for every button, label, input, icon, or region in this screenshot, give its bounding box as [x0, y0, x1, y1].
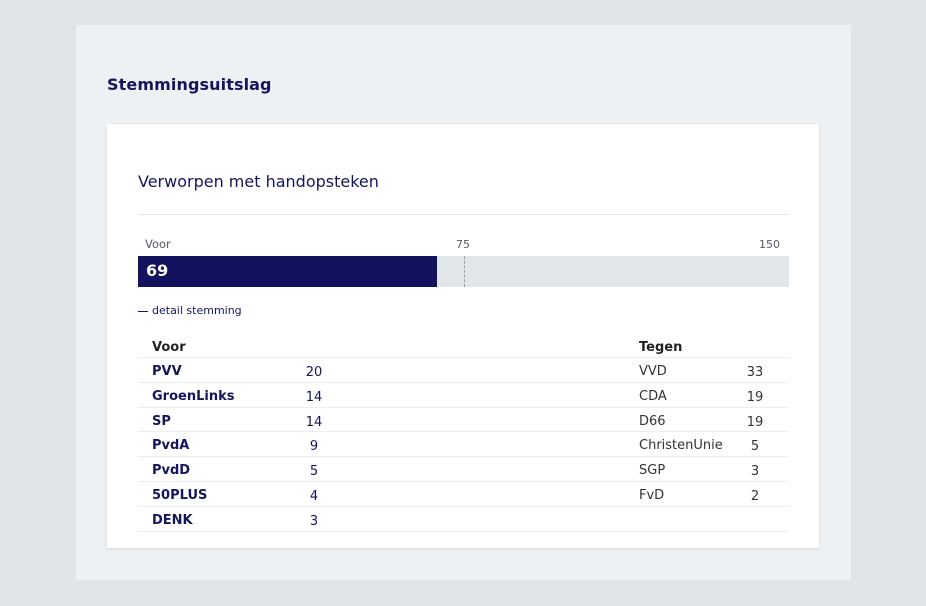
voor-party-seats: 5 [309, 464, 319, 480]
divider [138, 214, 789, 215]
row-divider [138, 357, 789, 358]
detail-stemming-label: detail stemming [152, 304, 242, 317]
row-divider [138, 431, 789, 433]
tegen-party-name: SGP [639, 463, 666, 479]
voor-party-seats: 4 [309, 489, 319, 504]
row-divider [138, 481, 789, 482]
voor-heading: Voor [152, 340, 186, 355]
vote-bar-value: 69 [146, 261, 169, 280]
tegen-party-name: VVD [639, 364, 667, 379]
tegen-party-name: FvD [639, 488, 665, 503]
row-divider [138, 505, 789, 507]
voor-party-seats: 20 [305, 365, 323, 380]
bar-label-voor: Voor [145, 237, 171, 251]
collapse-icon [138, 310, 148, 312]
voor-party-name: 50PLUS [152, 488, 208, 503]
tegen-party-name: CDA [639, 388, 667, 404]
voor-party-name: DENK [152, 512, 193, 528]
vote-bar-fill-voor: 69 [138, 256, 438, 287]
tegen-party-seats: 33 [746, 365, 764, 380]
voor-party-seats: 14 [305, 389, 323, 405]
voor-party-name: PvdD [152, 463, 191, 479]
page-title: Stemmingsuitslag [107, 75, 272, 94]
tegen-heading: Tegen [639, 340, 683, 355]
voor-party-seats: 3 [309, 513, 319, 529]
tegen-party-seats: 5 [750, 439, 760, 455]
tegen-party-seats: 19 [746, 414, 764, 430]
tegen-party-seats: 2 [750, 489, 760, 504]
row-divider [138, 456, 789, 458]
tegen-party-seats: 19 [746, 389, 764, 405]
results-panel: Stemmingsuitslag Verworpen met handopste… [76, 25, 851, 580]
voor-party-name: PVV [152, 364, 182, 379]
majority-line [463, 256, 465, 287]
bar-label-midpoint: 75 [456, 238, 470, 251]
tegen-party-name: ChristenUnie [639, 438, 723, 454]
result-title: Verworpen met handopsteken [138, 172, 379, 191]
detail-stemming-toggle[interactable]: detail stemming [138, 304, 242, 317]
row-divider [138, 530, 789, 532]
row-divider [138, 381, 789, 383]
row-divider [138, 406, 789, 408]
voor-party-seats: 14 [305, 414, 323, 430]
voor-party-seats: 9 [309, 439, 319, 455]
tegen-party-name: D66 [639, 413, 666, 429]
voor-party-name: GroenLinks [152, 388, 235, 404]
result-card: Verworpen met handopsteken Voor 75 150 6… [107, 124, 819, 548]
vote-bar-track: 69 [138, 256, 789, 287]
bar-label-max: 150 [759, 238, 780, 251]
voor-party-name: PvdA [152, 438, 190, 454]
voor-party-name: SP [152, 413, 171, 429]
tegen-party-seats: 3 [750, 464, 760, 480]
